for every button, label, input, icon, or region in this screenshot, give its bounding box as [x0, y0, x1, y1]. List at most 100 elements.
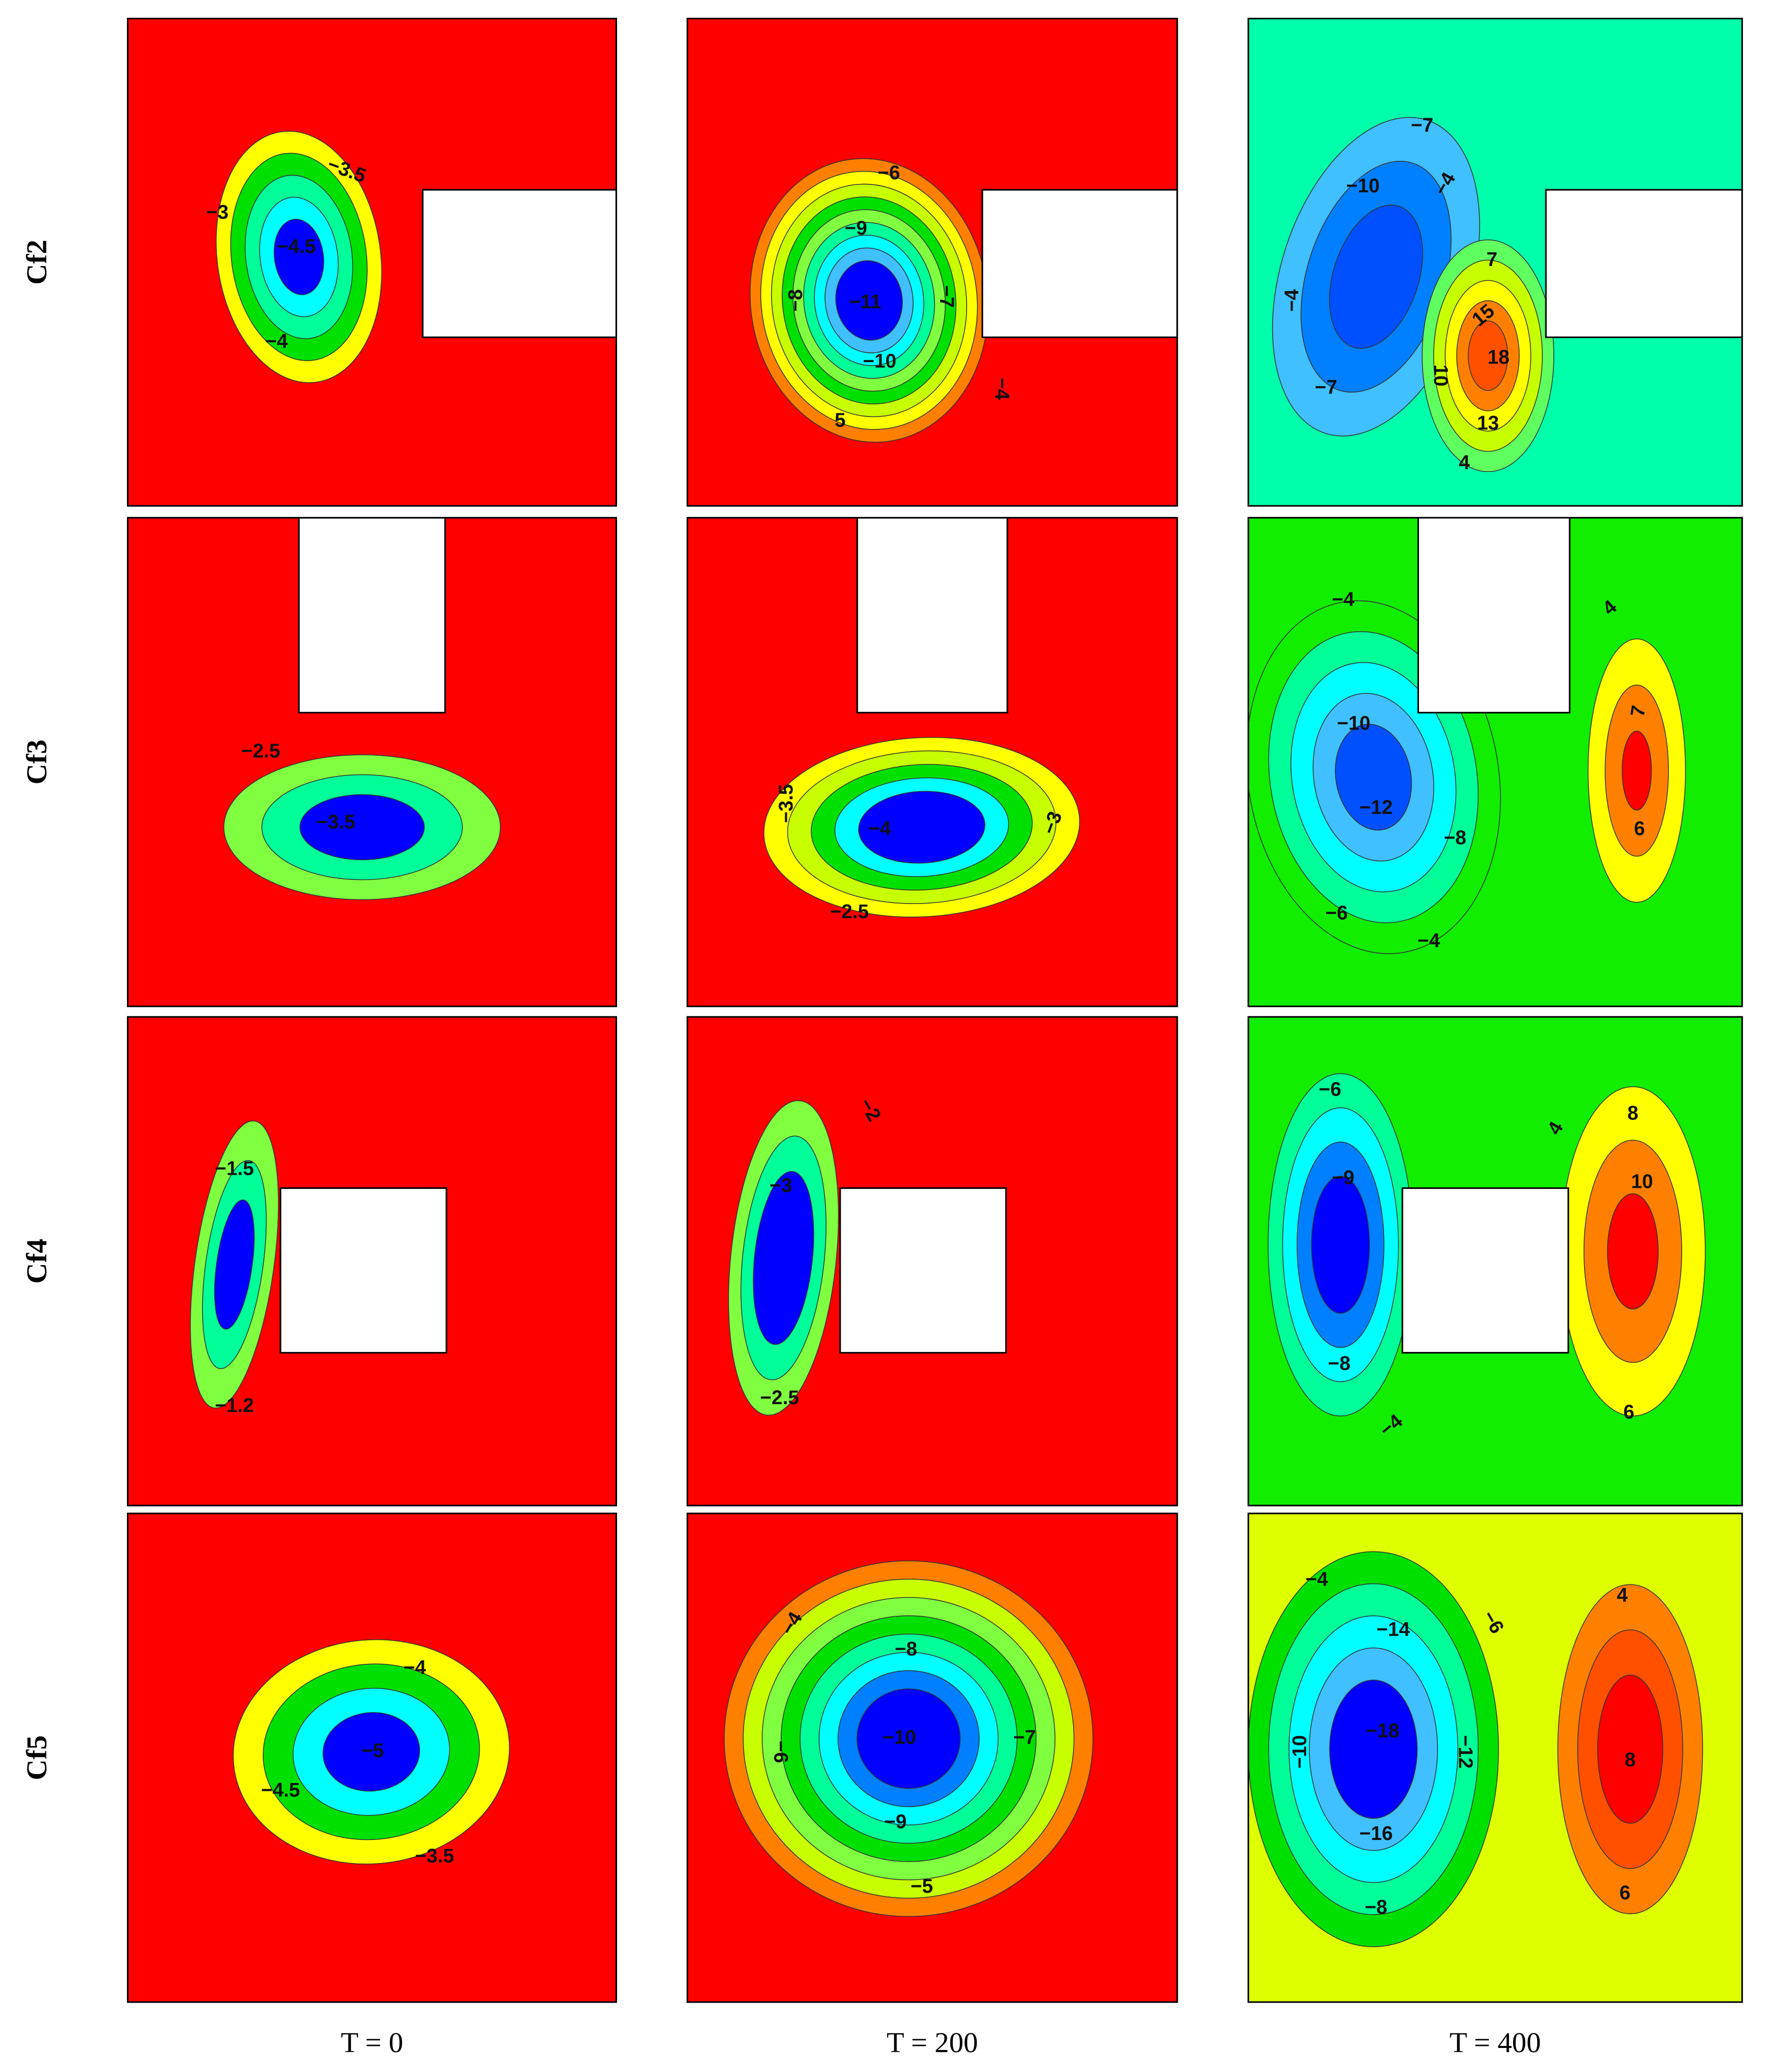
panel-content: −3.5−4 −3−2.5: [687, 517, 1178, 1006]
contour-label: −4: [1417, 930, 1440, 952]
row-label: Cf5: [20, 1735, 52, 1780]
panel-border: [1247, 517, 1743, 1008]
contour-band: [1335, 724, 1412, 831]
column-label: T = 0: [341, 2027, 403, 2058]
contour-label: −8: [785, 289, 807, 311]
contour-band: [299, 794, 425, 861]
contour-label: 8: [1625, 1749, 1636, 1771]
contour-band: [1329, 1680, 1418, 1819]
row-label: Cf4: [20, 1238, 52, 1283]
contour-label: −12: [1455, 1735, 1476, 1768]
contour-label: −4: [1332, 589, 1354, 611]
panel-border: [1247, 1512, 1743, 2003]
obstacle: [298, 517, 446, 714]
contour-band: [273, 218, 324, 295]
contour-label: −3: [206, 202, 228, 224]
contour-label: −11: [849, 291, 881, 313]
contour-band: [753, 1171, 815, 1345]
contour-label: −6: [878, 162, 900, 184]
contour-band: [858, 791, 985, 864]
contour-label: −5: [911, 1876, 933, 1897]
contour-label: −8: [894, 1638, 917, 1660]
contour-label: 10: [1631, 1171, 1653, 1193]
panel-border: [687, 1512, 1178, 2003]
contour-label: −2.5: [760, 1387, 799, 1409]
contour-label: −2.5: [241, 740, 281, 762]
contour-label: −8: [1328, 1352, 1351, 1374]
contour-label: −1.5: [215, 1157, 254, 1179]
contour-label: −7: [936, 285, 958, 308]
contour-band: [1329, 204, 1423, 349]
contour-band: [1468, 320, 1508, 391]
contour-label: −4: [991, 377, 1013, 400]
panel-content: −3.5−3−4.5−4: [127, 18, 617, 506]
contour-label: −4: [868, 818, 891, 840]
contour-label: −4: [1306, 1569, 1328, 1591]
contour-label: −4.5: [277, 236, 316, 258]
panel-content: −4 −5 −4.5 −3.5: [127, 1513, 617, 2002]
contour-band: [1607, 1193, 1659, 1310]
contour-label: −16: [1359, 1823, 1393, 1845]
contour-label: 6: [1620, 1882, 1631, 1904]
contour-label: −14: [1376, 1618, 1410, 1640]
panel-border: [687, 1016, 1178, 1507]
panel-content: −2−3−2.5: [687, 1016, 1178, 1506]
contour-band: [214, 1199, 255, 1330]
contour-label: −10: [1346, 175, 1380, 197]
panel: −2−3−2.5: [687, 1016, 1178, 1507]
contour-label: 18: [1487, 346, 1509, 368]
panel-content: −2.5 −3.5: [127, 517, 617, 1006]
panel-border: [687, 18, 1178, 507]
panel: −1.5 −1.2: [126, 1016, 618, 1507]
panel-content: −6 −9 −8 −11 −7 −10 −4 5: [687, 18, 1178, 506]
contour-label: −10: [882, 1727, 916, 1749]
panel-border: [126, 517, 618, 1008]
panel: −3.5−4 −3−2.5: [687, 517, 1178, 1008]
panel-border: [126, 1512, 618, 2003]
contour-label: −3: [770, 1175, 792, 1197]
contour-label: −5: [362, 1740, 384, 1762]
contour-band: [322, 1712, 420, 1792]
contour-label: −9: [884, 1811, 906, 1833]
contour-band: [1311, 1176, 1370, 1314]
obstacle: [422, 189, 617, 338]
contour-label: −3.5: [775, 784, 797, 823]
panel-border: [1247, 1016, 1743, 1507]
contour-label: 6: [1634, 818, 1645, 840]
panel-border: [126, 1016, 618, 1507]
obstacle: [1545, 189, 1742, 338]
column-label: T = 200: [887, 2027, 978, 2058]
panel-border: [687, 517, 1178, 1008]
contour-label: 7: [1486, 249, 1497, 271]
contour-label: 4: [1459, 452, 1470, 473]
panel: −3.5−3−4.5−4: [126, 18, 618, 507]
contour-label: −10: [1337, 712, 1370, 734]
contour-label: −10: [863, 350, 897, 372]
contour-label: 5: [834, 410, 845, 432]
contour-label: 13: [1477, 412, 1499, 434]
contour-label: −7: [1411, 114, 1433, 136]
column-label: T = 400: [1449, 2027, 1541, 2058]
contour-label: −4: [403, 1657, 426, 1679]
contour-label: −7: [1013, 1727, 1036, 1749]
panel: −2.5 −3.5: [126, 517, 618, 1008]
obstacle: [1401, 1187, 1569, 1354]
obstacle: [856, 517, 1008, 714]
contour-label: −7: [1315, 377, 1337, 399]
row-label: Cf3: [20, 739, 52, 784]
panel: −4 −5 −4.5 −3.5: [126, 1512, 618, 2003]
contour-label: −3.5: [316, 811, 355, 833]
obstacle: [280, 1187, 447, 1354]
contour-label: −2.5: [830, 901, 869, 923]
contour-label: −6: [1325, 902, 1348, 924]
contour-band: [856, 1688, 961, 1789]
panel-content: −1.5 −1.2: [127, 1016, 617, 1506]
contour-label: −4: [1281, 289, 1303, 311]
panel-content: −4−8−10 −7−6−9−5: [687, 1513, 1178, 2002]
obstacle: [1417, 517, 1571, 714]
